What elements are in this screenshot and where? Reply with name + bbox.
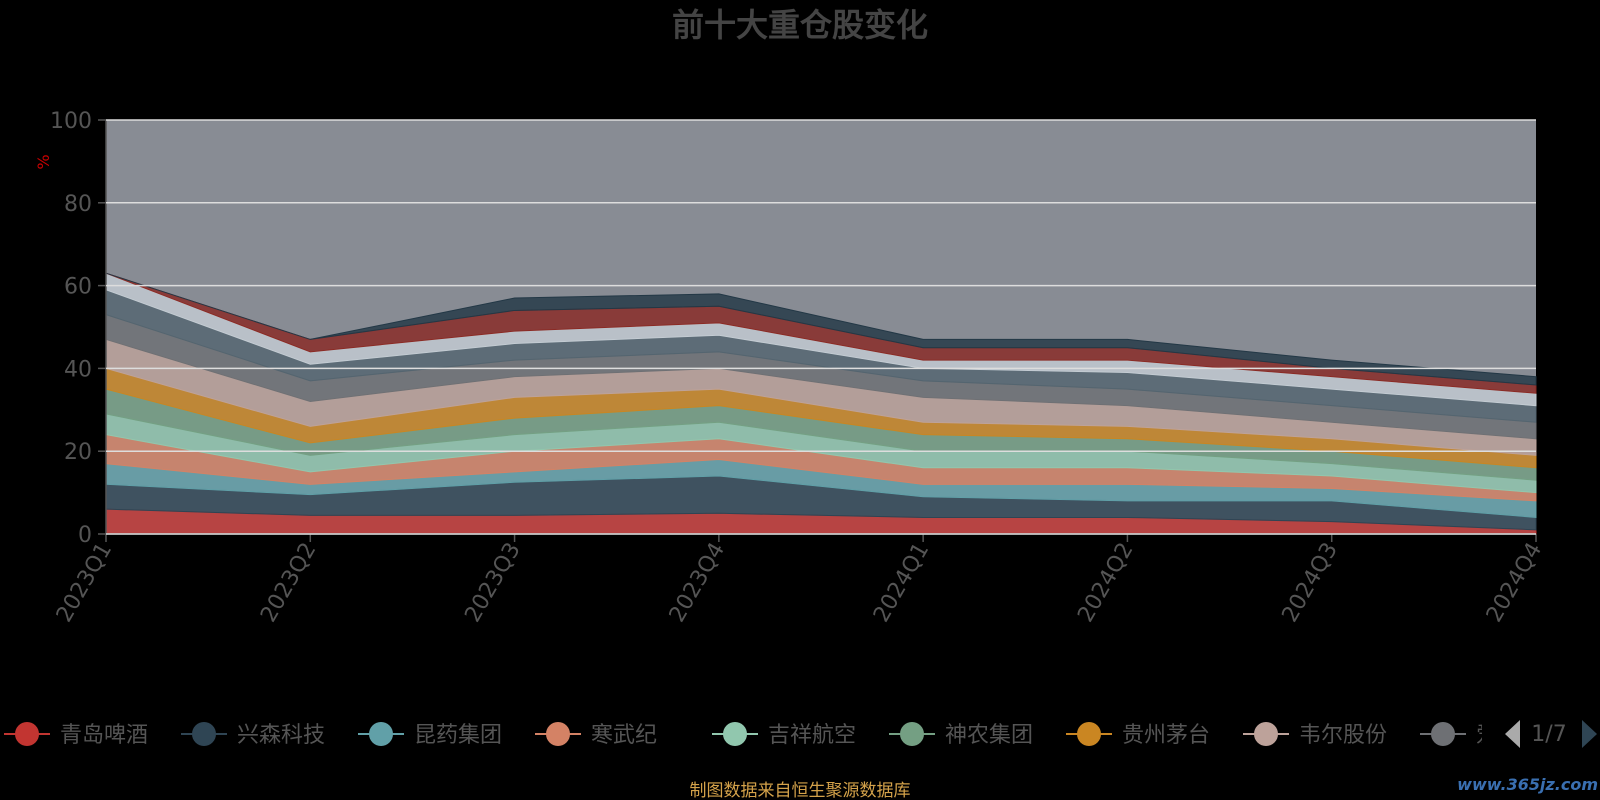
x-tick-label-7: 2024Q4 — [1482, 539, 1547, 627]
legend-item-1[interactable]: 兴森科技 — [181, 722, 325, 748]
x-tick-label-6: 2024Q3 — [1278, 539, 1343, 627]
y-tick-label-0: 0 — [78, 523, 92, 548]
legend-marker-3 — [546, 722, 570, 746]
y-tick-label-2: 40 — [64, 357, 92, 382]
x-tick-label-0: 2023Q1 — [52, 539, 117, 627]
legend-item-8[interactable]: 爱尔眼科 — [1420, 722, 1564, 748]
legend-item-7[interactable]: 韦尔股份 — [1243, 722, 1387, 748]
legend-item-5[interactable]: 神农集团 — [889, 722, 1033, 748]
data-source-text: 制图数据来自恒生聚源数据库 — [690, 781, 911, 800]
legend-marker-8 — [1431, 722, 1455, 746]
y-tick-label-5: 100 — [50, 109, 92, 134]
grid-layer — [106, 119, 1536, 535]
legend: 青岛啤酒 兴森科技 昆药集团 寒武纪 吉祥航空 神农集团 贵州茅台 韦尔股份 爱尔眼科 — [4, 722, 1564, 748]
legend-label-8: 爱尔眼科 — [1476, 723, 1564, 748]
watermark-text: www.365jz.com — [1457, 775, 1598, 794]
chart-title: 前十大重仓股变化 — [672, 6, 928, 44]
legend-marker-7 — [1254, 722, 1278, 746]
legend-label-2: 昆药集团 — [414, 723, 502, 748]
x-tick-label-3: 2023Q4 — [665, 539, 730, 627]
x-tick-label-1: 2023Q2 — [256, 539, 321, 627]
legend-page-indicator: 1/7 — [1531, 722, 1566, 747]
legend-item-3[interactable]: 寒武纪 — [535, 722, 657, 748]
legend-label-6: 贵州茅台 — [1122, 723, 1210, 748]
x-tick-label-5: 2024Q2 — [1073, 539, 1138, 627]
legend-marker-6 — [1077, 722, 1101, 746]
legend-label-5: 神农集团 — [945, 723, 1033, 748]
legend-label-4: 吉祥航空 — [768, 723, 856, 748]
y-axis-label: % — [34, 154, 53, 169]
legend-marker-0 — [15, 722, 39, 746]
legend-label-7: 韦尔股份 — [1299, 723, 1387, 748]
series-area-12[interactable] — [105, 272, 1537, 386]
plot-area: 0 20 40 60 80 100 2023Q1 2023Q2 2023Q3 2023Q4 2024… — [50, 109, 1547, 627]
x-tick-label-4: 2024Q1 — [869, 539, 934, 627]
legend-item-0[interactable]: 青岛啤酒 — [4, 722, 148, 748]
legend-marker-4 — [723, 722, 747, 746]
legend-label-0: 青岛啤酒 — [60, 723, 148, 748]
legend-item-2[interactable]: 昆药集团 — [358, 722, 502, 748]
triangle-left-icon[interactable] — [1505, 720, 1520, 748]
legend-item-6[interactable]: 贵州茅台 — [1066, 722, 1210, 748]
legend-marker-5 — [900, 722, 924, 746]
y-tick-label-4: 80 — [64, 192, 92, 217]
legend-marker-1 — [192, 722, 216, 746]
triangle-right-icon[interactable] — [1582, 720, 1597, 748]
legend-label-1: 兴森科技 — [237, 723, 325, 748]
legend-item-4[interactable]: 吉祥航空 — [712, 722, 856, 748]
y-tick-label-1: 20 — [64, 440, 92, 465]
legend-label-3: 寒武纪 — [591, 723, 657, 748]
y-tick-label-3: 60 — [64, 275, 92, 300]
legend-marker-2 — [369, 722, 393, 746]
x-tick-label-2: 2023Q3 — [460, 539, 525, 627]
series-layer — [105, 272, 1537, 535]
legend-pager: 1/7 — [1505, 720, 1597, 748]
